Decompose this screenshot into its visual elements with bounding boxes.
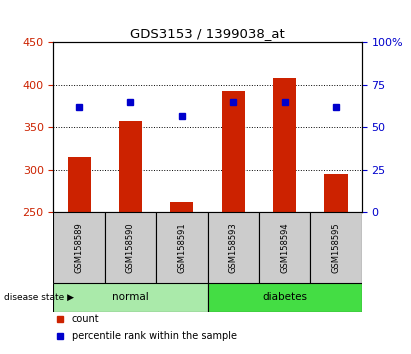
Text: count: count bbox=[72, 314, 99, 324]
Text: diabetes: diabetes bbox=[262, 292, 307, 302]
Text: GSM158594: GSM158594 bbox=[280, 222, 289, 273]
Text: GSM158590: GSM158590 bbox=[126, 222, 135, 273]
Bar bbox=[53, 212, 105, 283]
Text: disease state ▶: disease state ▶ bbox=[4, 293, 74, 302]
Text: percentile rank within the sample: percentile rank within the sample bbox=[72, 331, 237, 341]
Bar bbox=[156, 212, 208, 283]
Bar bbox=[170, 202, 194, 212]
Text: GSM158593: GSM158593 bbox=[229, 222, 238, 273]
Title: GDS3153 / 1399038_at: GDS3153 / 1399038_at bbox=[130, 27, 285, 40]
Bar bbox=[222, 91, 245, 212]
Text: GSM158595: GSM158595 bbox=[332, 222, 340, 273]
Bar bbox=[310, 212, 362, 283]
Text: GSM158589: GSM158589 bbox=[75, 222, 83, 273]
Bar bbox=[273, 78, 296, 212]
Bar bbox=[67, 157, 91, 212]
Bar bbox=[208, 283, 362, 312]
Bar bbox=[119, 121, 142, 212]
Bar bbox=[208, 212, 259, 283]
Bar bbox=[105, 212, 156, 283]
Text: GSM158591: GSM158591 bbox=[178, 222, 186, 273]
Text: normal: normal bbox=[112, 292, 149, 302]
Bar bbox=[53, 283, 208, 312]
Bar bbox=[324, 174, 348, 212]
Bar bbox=[259, 212, 310, 283]
